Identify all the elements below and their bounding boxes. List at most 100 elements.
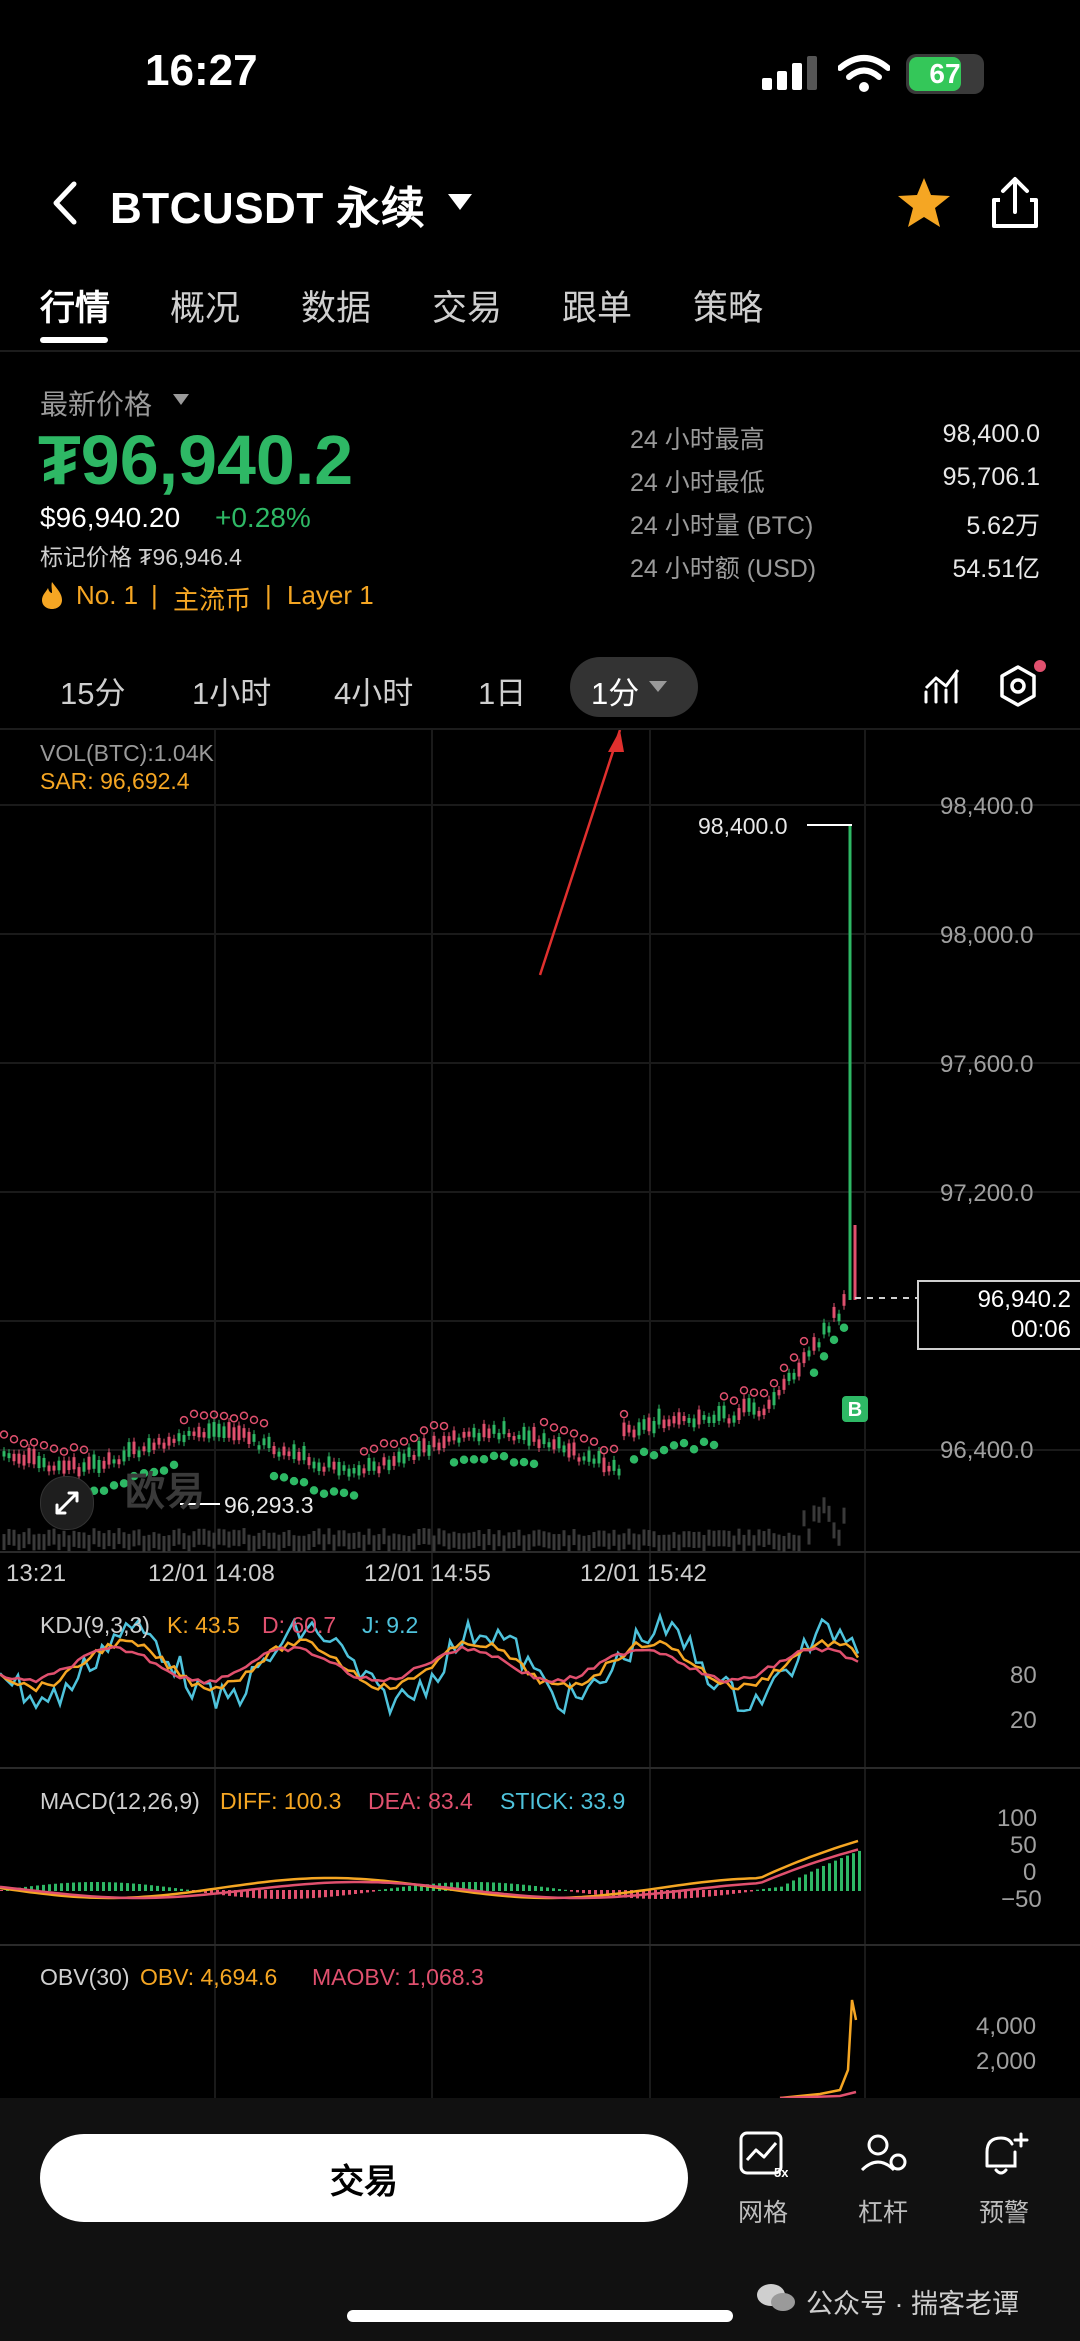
timeframe-1m[interactable]: 1分 <box>591 676 640 711</box>
tab-copytrade[interactable]: 跟单 <box>562 289 633 328</box>
candle-body <box>447 1436 451 1442</box>
candle-body <box>167 1436 171 1446</box>
star-icon[interactable] <box>896 176 952 230</box>
macd-histogram-bar <box>42 1884 45 1891</box>
candle-body <box>412 1454 416 1460</box>
pair-title[interactable]: BTCUSDT 永续 <box>110 184 426 233</box>
tag-layer1[interactable]: Layer 1 <box>287 580 374 610</box>
candle-body <box>322 1466 326 1472</box>
back-icon[interactable] <box>50 180 80 226</box>
trade-button[interactable]: 交易 <box>40 2134 688 2222</box>
volume-bar <box>347 1533 351 1550</box>
tab-strategy[interactable]: 策略 <box>693 289 764 328</box>
candle-body <box>457 1437 461 1443</box>
macd-histogram-bar <box>138 1884 141 1891</box>
timeframe-dropdown-icon[interactable] <box>648 680 668 694</box>
timeframe-4h[interactable]: 4小时 <box>334 676 414 711</box>
sar-dot <box>209 1410 219 1419</box>
grid-tool-button[interactable]: 5x 网格 <box>713 2130 813 2229</box>
home-indicator[interactable] <box>347 2310 733 2322</box>
macd-histogram-bar <box>480 1882 483 1891</box>
macd-histogram-bar <box>702 1890 705 1898</box>
timeframe-15m[interactable]: 15分 <box>60 676 126 711</box>
sar-dot <box>549 1423 559 1432</box>
sar-dot <box>649 1451 659 1460</box>
sar-dot <box>99 1486 109 1495</box>
share-icon[interactable] <box>990 176 1040 230</box>
pair-dropdown-icon[interactable] <box>446 192 474 212</box>
candle-body <box>162 1442 166 1449</box>
tab-data[interactable]: 数据 <box>301 289 372 328</box>
sar-dot <box>579 1434 589 1443</box>
sar-dot <box>519 1457 529 1467</box>
buy-marker[interactable] <box>842 1396 868 1422</box>
volume-bar <box>547 1532 551 1549</box>
leverage-tool-button[interactable]: 杠杆 <box>833 2130 933 2229</box>
candle-body <box>382 1457 386 1466</box>
candle-body <box>387 1459 391 1471</box>
candle-body <box>182 1434 186 1443</box>
current-price-box[interactable]: 96,940.2 00:06 <box>917 1280 1080 1350</box>
alert-tool-button[interactable]: 预警 <box>954 2130 1054 2229</box>
volume-bar <box>677 1534 681 1551</box>
volume-bar <box>97 1530 101 1547</box>
tab-trade[interactable]: 交易 <box>432 289 503 328</box>
sar-dot <box>779 1363 789 1373</box>
timeframe-selected-pill[interactable] <box>570 657 698 717</box>
sar-dot <box>479 1454 489 1464</box>
volume-bar <box>117 1528 121 1545</box>
latest-price-label[interactable]: 最新价格 <box>40 389 153 420</box>
macd-histogram-bar <box>846 1855 849 1891</box>
sar-dot <box>659 1445 669 1455</box>
candle-body <box>772 1392 776 1406</box>
volume-bar <box>532 1530 536 1547</box>
candle-body <box>597 1450 601 1464</box>
kdj-d-value: D: 60.7 <box>262 1612 337 1638</box>
macd-histogram-bar <box>102 1882 105 1891</box>
sar-dot <box>39 1441 49 1450</box>
candle-body <box>297 1451 301 1461</box>
candle-body <box>337 1461 341 1476</box>
sar-dot <box>399 1437 409 1446</box>
tag-rank[interactable]: No. 1 <box>76 580 139 610</box>
macd-histogram-bar <box>132 1883 135 1891</box>
macd-label: MACD(12,26,9) <box>40 1788 200 1814</box>
kdj-d-line <box>0 1645 859 1685</box>
timeframe-1d[interactable]: 1日 <box>478 676 527 711</box>
volume-bar <box>422 1528 426 1545</box>
fullscreen-button[interactable] <box>40 1476 94 1530</box>
volume-bar <box>772 1533 776 1550</box>
volume-bar <box>7 1528 11 1545</box>
timeframe-1h[interactable]: 1小时 <box>192 676 272 711</box>
candle-body <box>712 1414 716 1424</box>
sar-dot <box>739 1386 749 1395</box>
kline-chart[interactable]: B 欧易 <box>0 730 1080 2098</box>
sar-dot <box>689 1445 699 1454</box>
volume-bar <box>122 1532 126 1549</box>
macd-histogram-bar <box>768 1888 771 1891</box>
macd-histogram-bar <box>528 1885 531 1891</box>
sar-dot <box>9 1434 19 1444</box>
latest-price-dropdown-icon[interactable] <box>172 393 190 407</box>
macd-histogram-bar <box>288 1890 291 1899</box>
candle-body <box>62 1460 66 1474</box>
macd-histogram-bar <box>594 1890 597 1895</box>
volume-bar <box>197 1528 201 1545</box>
tab-market[interactable]: 行情 <box>40 289 111 328</box>
tab-overview[interactable]: 概况 <box>170 289 241 328</box>
chart-settings-icon[interactable] <box>996 664 1040 708</box>
kdj-label: KDJ(9,3,3) <box>40 1612 150 1638</box>
candle-body <box>702 1415 706 1420</box>
sar-dot <box>69 1443 79 1452</box>
candle-body <box>22 1454 26 1466</box>
volume-bar <box>742 1534 746 1551</box>
volume-bar <box>367 1528 371 1545</box>
volume-bar <box>202 1528 206 1545</box>
macd-histogram-bar <box>582 1890 585 1894</box>
candle-body <box>477 1432 481 1442</box>
indicator-icon[interactable] <box>922 666 962 706</box>
tag-mainstream[interactable]: 主流币 <box>173 585 252 615</box>
volume-bar <box>287 1530 291 1547</box>
candle-body <box>92 1454 96 1469</box>
volume-bar <box>727 1530 731 1547</box>
